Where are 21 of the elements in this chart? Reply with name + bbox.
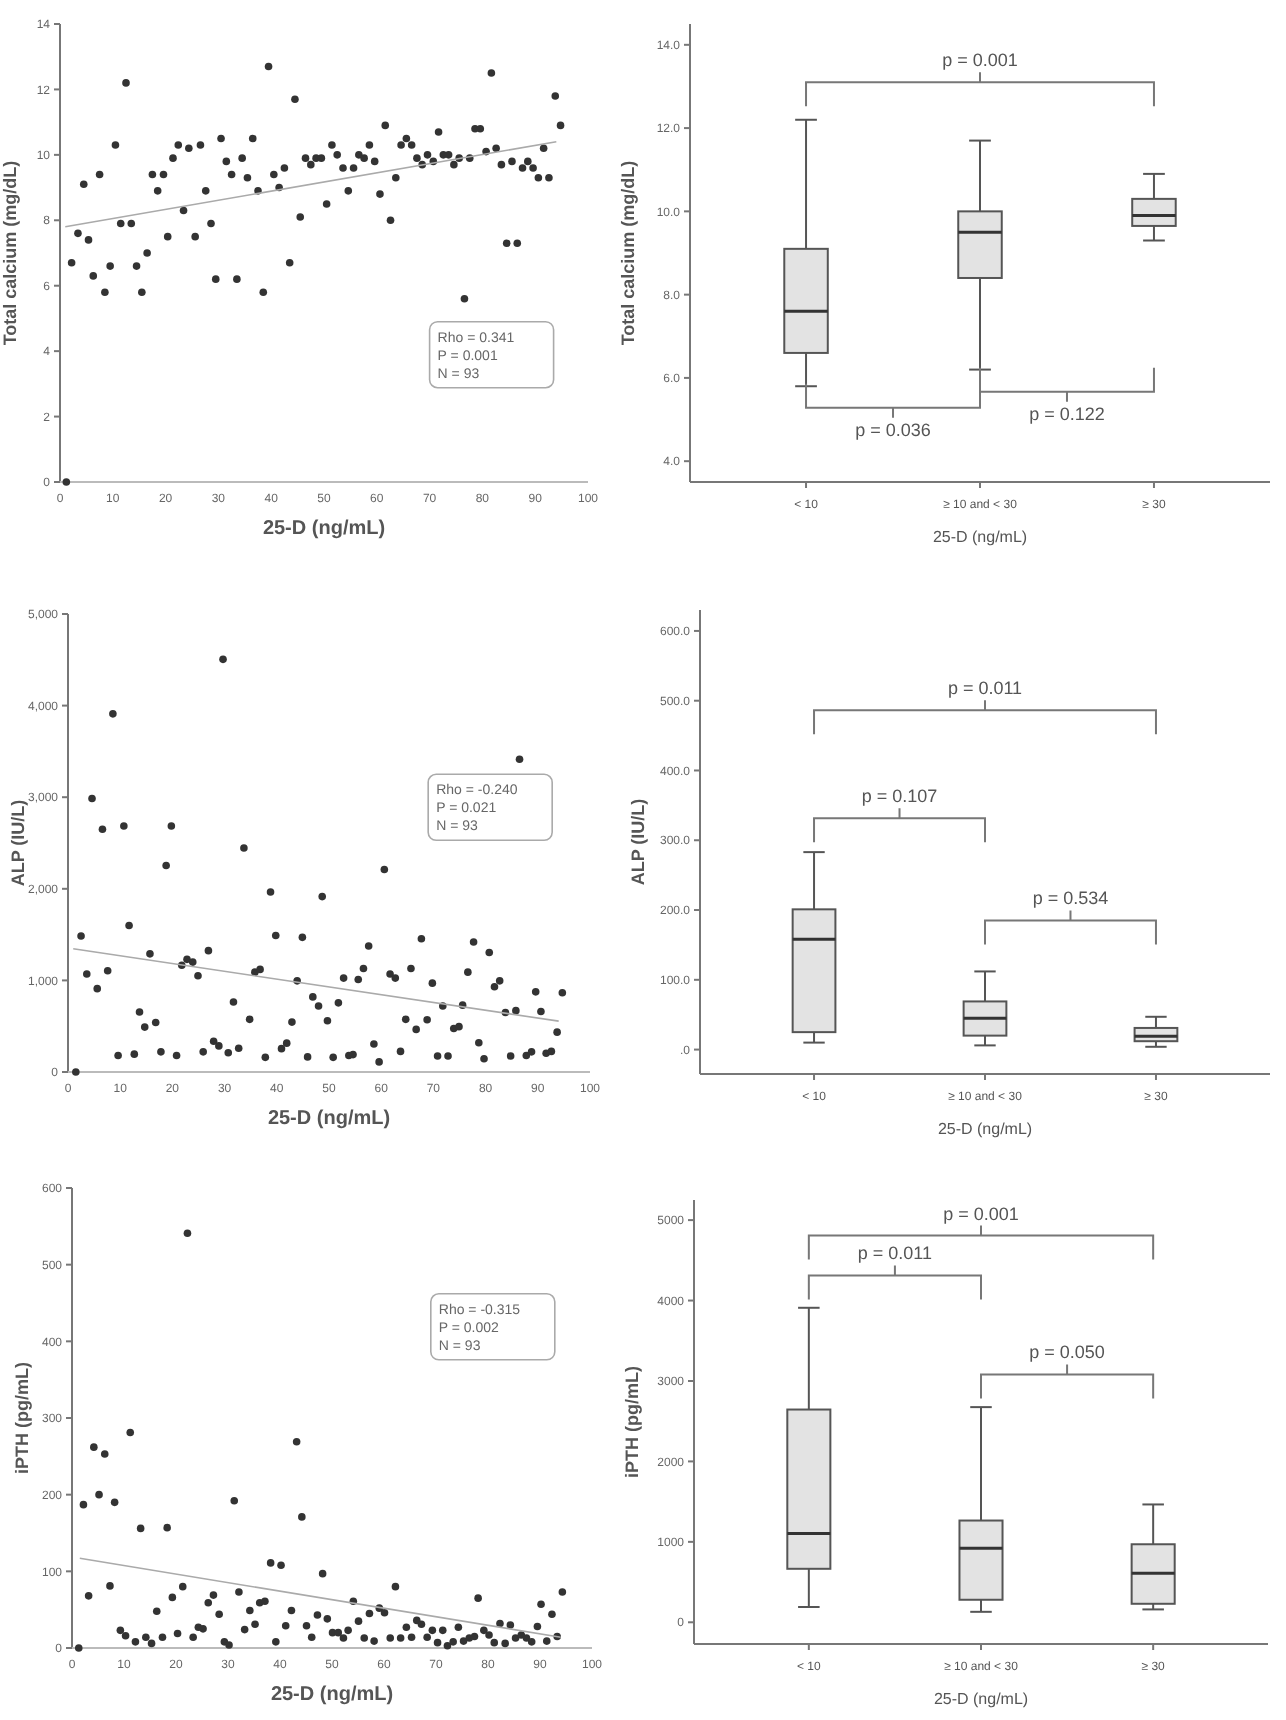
annotation: p = 0.036 xyxy=(855,419,931,440)
annotation: p = 0.122 xyxy=(1029,403,1105,424)
x-axis-title: 25-D (ng/mL) xyxy=(262,518,386,540)
annotation: p = 0.107 xyxy=(861,786,938,807)
x-axis-title: 25-D (ng/mL) xyxy=(270,1684,394,1706)
y-axis-title: ALP (IU/L) xyxy=(8,799,28,887)
annotation: p = 0.050 xyxy=(1029,1342,1105,1363)
y-axis-title: iPTH (pg/mL) xyxy=(12,1362,32,1474)
y-axis-title: ALP (IU/L) xyxy=(628,798,648,886)
y-axis-title: Total calcium (mg/dL) xyxy=(0,160,20,346)
annotation: p = 0.001 xyxy=(943,1203,1019,1224)
annotation: p = 0.011 xyxy=(857,1243,933,1264)
x-axis-title: 25-D (ng/mL) xyxy=(932,528,1028,546)
x-axis-title: 25-D (ng/mL) xyxy=(267,1108,391,1130)
x-axis-title: 25-D (ng/mL) xyxy=(933,1690,1029,1708)
annotation: p = 0.001 xyxy=(942,50,1018,71)
annotation: p = 0.011 xyxy=(947,678,1023,699)
x-axis-title: 25-D (ng/mL) xyxy=(937,1120,1033,1138)
y-axis-title: Total calcium (mg/dL) xyxy=(618,160,638,346)
y-axis-title: iPTH (pg/mL) xyxy=(622,1366,642,1478)
annotation: p = 0.534 xyxy=(1032,888,1109,909)
